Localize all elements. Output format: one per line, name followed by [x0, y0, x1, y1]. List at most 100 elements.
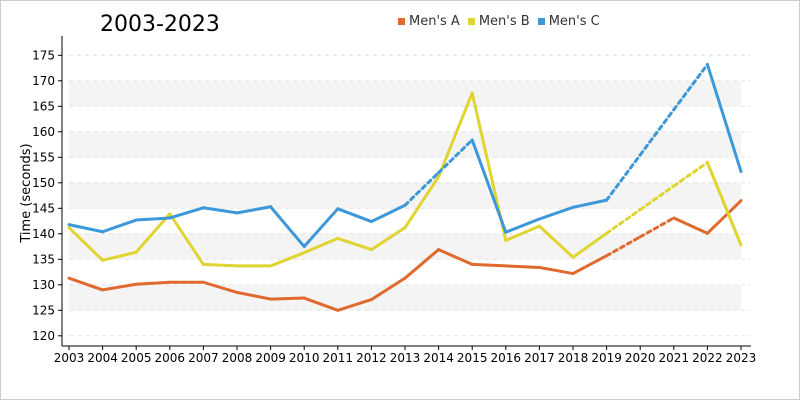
legend-swatch-mens-b — [467, 18, 475, 25]
series-segment-men-s-a — [705, 199, 743, 235]
y-tick-label: 125 — [32, 303, 55, 317]
y-axis-title: Time (seconds) — [19, 143, 34, 243]
x-tick-label: 2003 — [54, 351, 85, 365]
series-segment-men-s-a — [672, 216, 709, 235]
grid-band — [69, 233, 741, 260]
x-tick-label: 2011 — [323, 351, 354, 365]
x-tick-label: 2023 — [726, 351, 757, 365]
series-segment-men-s-a — [269, 296, 306, 301]
series-segment-men-s-b — [437, 91, 474, 179]
series-segment-men-s-a — [504, 264, 541, 269]
series-segment-men-s-c — [437, 138, 474, 175]
legend-label-mens-a: Men's A — [409, 14, 460, 29]
series-segment-men-s-a — [571, 254, 609, 276]
x-tick-label: 2007 — [188, 351, 219, 365]
grid-band — [69, 131, 741, 158]
series-segment-men-s-c — [605, 153, 642, 202]
series-segment-men-s-c — [369, 203, 407, 224]
series-segment-men-s-c — [269, 205, 306, 249]
series-segment-men-s-a — [437, 248, 474, 266]
series-segment-men-s-b — [504, 224, 541, 242]
series-segment-men-s-c — [571, 198, 609, 209]
series-segment-men-s-b — [168, 212, 205, 266]
series-segment-men-s-c — [672, 62, 709, 112]
series-segment-men-s-c — [537, 205, 575, 221]
series-segment-men-s-c — [336, 207, 373, 224]
series-segment-men-s-c — [134, 216, 172, 222]
series-segment-men-s-b — [101, 250, 138, 262]
series-segment-men-s-c — [403, 171, 441, 207]
x-tick-label: 2006 — [155, 351, 186, 365]
series-segment-men-s-a — [470, 262, 508, 268]
x-tick-label: 2012 — [356, 351, 387, 365]
series-segment-men-s-a — [537, 265, 575, 276]
x-tick-label: 2015 — [457, 351, 488, 365]
series-segment-men-s-b — [134, 212, 172, 254]
series-segment-men-s-a — [201, 280, 239, 294]
chart-title: 2003-2023 — [100, 12, 220, 37]
series-segment-men-s-c — [302, 207, 340, 249]
grid-band — [69, 80, 741, 107]
series-segment-men-s-b — [67, 226, 105, 262]
series-segment-men-s-b — [269, 251, 306, 268]
series-segment-men-s-c — [705, 62, 743, 174]
series-segment-men-s-a — [605, 235, 642, 258]
series-segment-men-s-a — [403, 248, 441, 280]
series-segment-men-s-b — [638, 184, 676, 212]
series-segment-men-s-b — [571, 231, 609, 259]
series-segment-men-s-c — [235, 205, 273, 215]
y-tick-label: 145 — [32, 201, 55, 215]
series-segment-men-s-a — [235, 290, 273, 301]
series-segment-men-s-b — [302, 236, 340, 255]
y-tick-label: 165 — [32, 99, 55, 113]
series-segment-men-s-c — [168, 206, 205, 220]
legend-swatch-mens-c — [537, 18, 545, 25]
x-tick-label: 2020 — [625, 351, 656, 365]
series-segment-men-s-a — [302, 296, 340, 312]
y-tick-label: 135 — [32, 252, 55, 266]
legend-swatch-mens-a — [398, 18, 405, 25]
series-segment-men-s-b — [672, 160, 709, 188]
series-segment-men-s-c — [470, 138, 508, 234]
series-segment-men-s-b — [605, 208, 642, 235]
y-tick-label: 120 — [32, 329, 55, 343]
y-tick-label: 160 — [32, 125, 55, 139]
y-tick-label: 175 — [32, 48, 55, 62]
legend-item-mens-c[interactable]: Men's C — [537, 14, 600, 29]
series-segment-men-s-a — [101, 282, 138, 292]
series-segment-men-s-b — [336, 236, 373, 252]
x-tick-label: 2016 — [491, 351, 522, 365]
series-segment-men-s-c — [101, 218, 138, 234]
x-tick-label: 2010 — [289, 351, 320, 365]
y-tick-label: 150 — [32, 176, 55, 190]
y-tick-label: 140 — [32, 227, 55, 241]
x-tick-label: 2022 — [692, 351, 723, 365]
series-segment-men-s-c — [201, 206, 239, 215]
legend-item-mens-a[interactable]: Men's A — [398, 14, 460, 29]
series-segment-men-s-b — [705, 160, 743, 247]
x-tick-label: 2008 — [222, 351, 253, 365]
legend: Men's A Men's B Men's C — [398, 14, 600, 29]
series-segment-men-s-b — [201, 262, 239, 268]
x-tick-label: 2004 — [87, 351, 118, 365]
y-tick-label: 155 — [32, 150, 55, 164]
x-tick-label: 2019 — [591, 351, 622, 365]
legend-item-mens-b[interactable]: Men's B — [467, 14, 530, 29]
series-segment-men-s-a — [638, 216, 676, 239]
series-segment-men-s-c — [638, 108, 676, 157]
x-tick-label: 2014 — [423, 351, 454, 365]
series-segment-men-s-a — [134, 280, 172, 286]
x-tick-label: 2005 — [121, 351, 152, 365]
x-tick-label: 2017 — [524, 351, 555, 365]
legend-label-mens-b: Men's B — [478, 14, 530, 29]
grid-band — [69, 284, 741, 311]
series-segment-men-s-c — [504, 217, 541, 234]
series-segment-men-s-b — [403, 175, 441, 230]
series-segment-men-s-c — [67, 223, 105, 234]
series-segment-men-s-a — [336, 298, 373, 312]
series-segment-men-s-a — [67, 276, 105, 292]
y-tick-label: 170 — [32, 74, 55, 88]
series-segment-men-s-b — [537, 224, 575, 259]
series-segment-men-s-a — [369, 276, 407, 302]
